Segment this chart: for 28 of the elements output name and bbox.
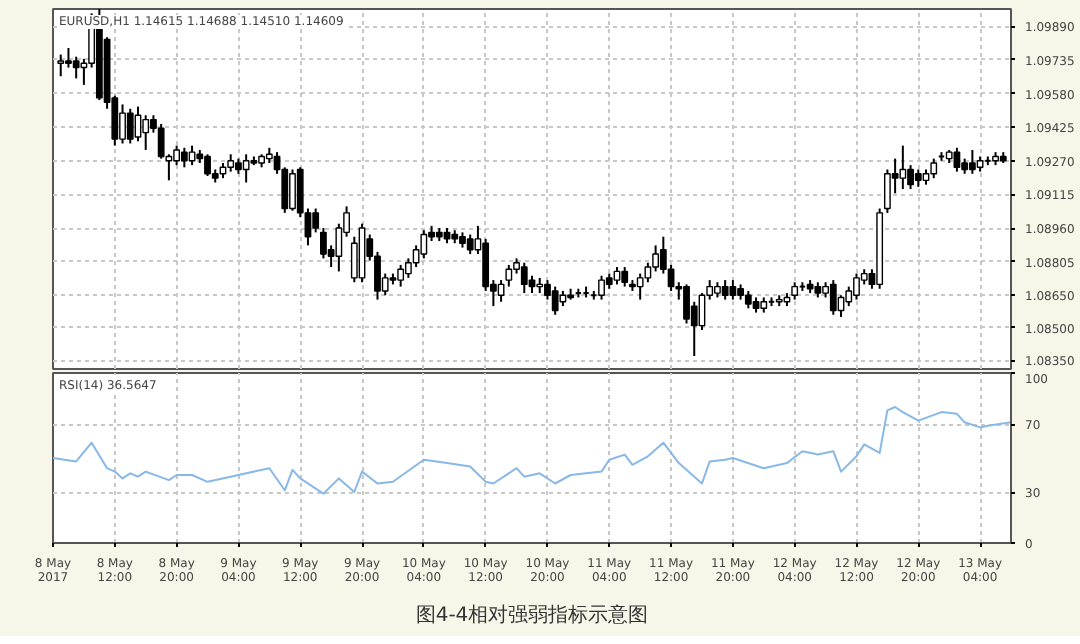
candlestick — [829, 279, 837, 316]
candlestick — [520, 261, 528, 295]
candlestick — [721, 279, 729, 301]
candlestick — [621, 266, 629, 288]
candlestick — [598, 274, 605, 301]
candlestick — [65, 47, 72, 69]
candlestick — [953, 146, 961, 173]
candlestick — [968, 148, 976, 175]
candlestick — [350, 235, 358, 284]
candlestick — [551, 285, 559, 316]
candlestick — [180, 146, 188, 169]
candlestick — [899, 144, 907, 190]
candlestick — [289, 168, 296, 212]
candlestick — [142, 114, 150, 151]
candlestick — [505, 263, 513, 288]
caption: 图4-4相对强弱指标示意图 — [415, 603, 649, 627]
candlestick — [126, 107, 134, 145]
candlestick — [420, 229, 428, 260]
candlestick — [204, 153, 211, 177]
candlestick — [729, 279, 737, 301]
candlestick — [72, 55, 80, 80]
candlestick — [930, 157, 938, 180]
candlestick — [397, 263, 405, 288]
candlestick — [466, 233, 474, 256]
candlestick — [242, 153, 250, 184]
candlestick — [853, 272, 860, 301]
candlestick — [119, 103, 126, 145]
candlestick — [188, 144, 196, 167]
